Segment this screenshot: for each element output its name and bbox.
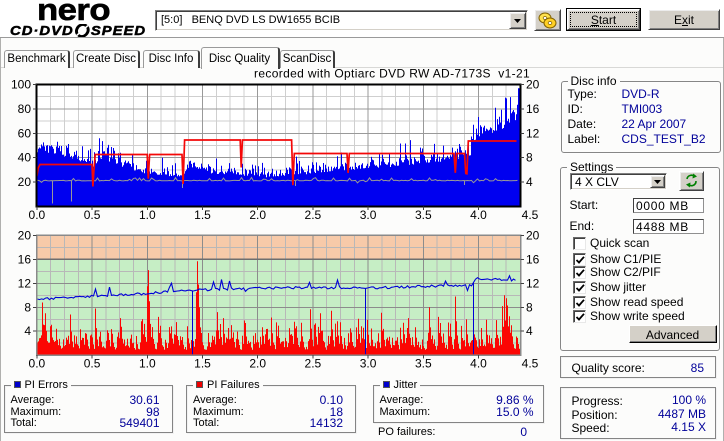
svg-text:2.0: 2.0: [249, 357, 266, 371]
svg-text:1.5: 1.5: [194, 208, 211, 222]
svg-text:8: 8: [526, 300, 533, 314]
svg-text:4.5: 4.5: [522, 357, 539, 371]
svg-text:8: 8: [526, 151, 533, 165]
svg-text:20: 20: [18, 228, 32, 242]
svg-text:8: 8: [24, 300, 31, 314]
svg-text:0.0: 0.0: [29, 357, 46, 371]
svg-text:12: 12: [526, 276, 540, 290]
svg-text:4: 4: [24, 324, 31, 338]
svg-text:0.0: 0.0: [29, 208, 46, 222]
svg-text:2.0: 2.0: [249, 208, 266, 222]
svg-text:3.5: 3.5: [415, 208, 432, 222]
svg-text:40: 40: [18, 151, 32, 165]
svg-text:4: 4: [526, 175, 533, 189]
svg-text:0.5: 0.5: [84, 208, 101, 222]
svg-text:16: 16: [18, 252, 32, 266]
svg-text:4: 4: [526, 324, 533, 338]
svg-text:3.0: 3.0: [360, 208, 377, 222]
svg-text:recorded with Optiarc DVD RW A: recorded with Optiarc DVD RW AD-7173S v1…: [254, 67, 530, 81]
svg-text:20: 20: [18, 175, 32, 189]
svg-text:12: 12: [526, 126, 540, 140]
svg-text:1.5: 1.5: [194, 357, 211, 371]
svg-text:2.5: 2.5: [305, 357, 322, 371]
svg-text:4.0: 4.0: [470, 208, 487, 222]
svg-text:3.5: 3.5: [415, 357, 432, 371]
svg-text:16: 16: [526, 252, 540, 266]
svg-text:60: 60: [18, 126, 32, 140]
svg-text:20: 20: [526, 228, 540, 242]
svg-text:0.5: 0.5: [84, 357, 101, 371]
svg-text:4.0: 4.0: [470, 357, 487, 371]
svg-text:1.0: 1.0: [139, 208, 156, 222]
svg-text:2.5: 2.5: [305, 208, 322, 222]
svg-text:12: 12: [18, 276, 32, 290]
svg-text:16: 16: [526, 102, 540, 116]
svg-text:1.0: 1.0: [139, 357, 156, 371]
svg-text:80: 80: [18, 102, 32, 116]
svg-text:4.5: 4.5: [522, 208, 539, 222]
svg-text:100: 100: [11, 78, 31, 92]
svg-text:20: 20: [526, 78, 540, 92]
svg-text:3.0: 3.0: [360, 357, 377, 371]
